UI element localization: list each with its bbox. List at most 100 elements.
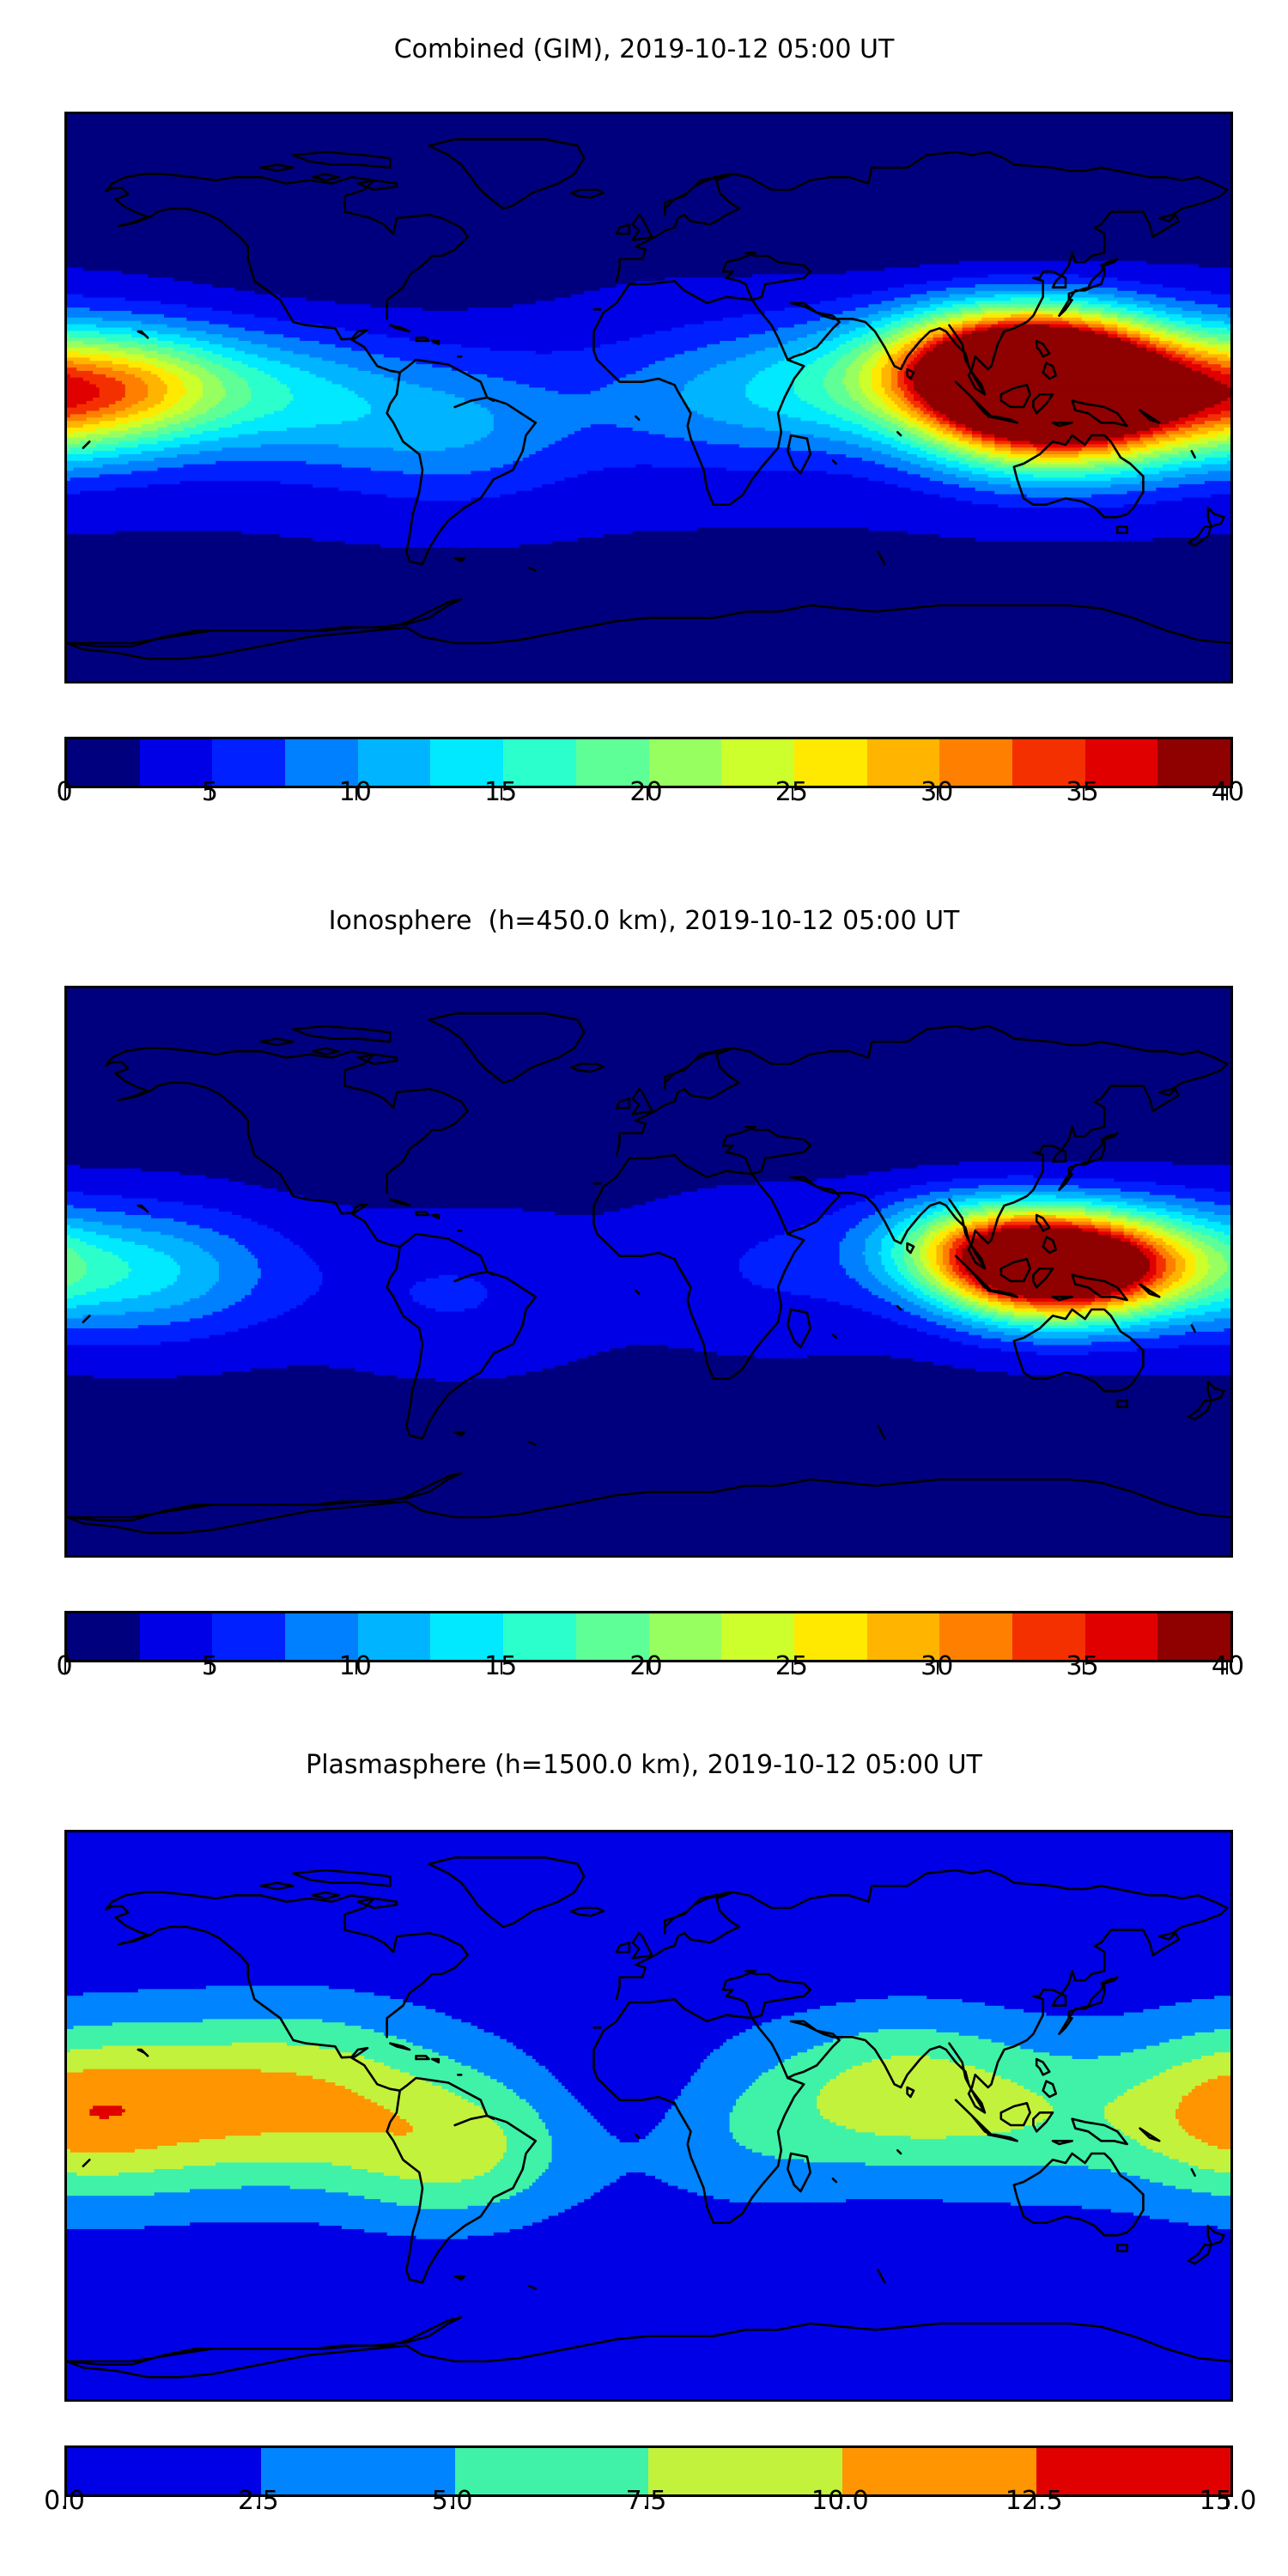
colorbar-band (575, 1613, 649, 1660)
colorbar-tick-labels: 0 5 10 15 20 25 30 35 40 (56, 776, 1244, 814)
colorbar-tick (840, 2497, 842, 2509)
colorbar-band (939, 739, 1012, 786)
colorbar-tick (646, 788, 648, 800)
colorbar-band (1157, 1613, 1230, 1660)
colorbar-band (721, 739, 794, 786)
colorbar-tick (1226, 788, 1228, 800)
colorbar-band (575, 739, 649, 786)
colorbar-band (285, 739, 358, 786)
map-canvas (67, 114, 1230, 681)
colorbar-plasmasphere-1500km[interactable]: 0.0 2.5 5.0 7.5 10.0 12.5 15.0 (44, 2445, 1256, 2543)
colorbar-tick-label: 7.5 (625, 2486, 667, 2516)
colorbar-tick (64, 2497, 66, 2509)
colorbar-gradient (64, 1611, 1233, 1662)
colorbar-ticks (64, 788, 1228, 800)
colorbar-tick-label: 15 (484, 777, 518, 807)
colorbar-tick (646, 2497, 648, 2509)
coastline-overlay (67, 138, 1230, 660)
colorbar-band (842, 2448, 1037, 2494)
colorbar-tick-label: 30 (920, 1651, 954, 1681)
colorbar-tick (1034, 2497, 1036, 2509)
colorbar-band (67, 739, 140, 786)
colorbar-band (1084, 1613, 1158, 1660)
colorbar-tick (646, 1662, 648, 1674)
colorbar-tick (258, 2497, 260, 2509)
colorbar-tick-label: 12.5 (1005, 2486, 1063, 2516)
colorbar-tick (501, 1662, 503, 1674)
colorbar-tick-label: 15.0 (1199, 2486, 1257, 2516)
colorbar-ionosphere-450km[interactable]: 0 5 10 15 20 25 30 35 40 (56, 1611, 1244, 1709)
colorbar-band (454, 2448, 649, 2494)
contour-fill (67, 114, 1230, 681)
colorbar-tick-label: 10 (338, 777, 372, 807)
contour-fill (67, 988, 1230, 1555)
panel-title-combined-gim: Combined (GIM), 2019-10-12 05:00 UT (393, 34, 895, 64)
colorbar-band (721, 1613, 794, 1660)
colorbar-tick (791, 788, 793, 800)
colorbar-tick-label: 25 (775, 1651, 808, 1681)
colorbar-tick-label: 0 (56, 777, 73, 807)
colorbar-band (648, 2448, 843, 2494)
colorbar-combined-gim[interactable]: 0 5 10 15 20 25 30 35 40 (56, 737, 1244, 835)
colorbar-band (648, 1613, 722, 1660)
map-ionosphere-450km[interactable] (64, 986, 1233, 1558)
colorbar-tick (1226, 1662, 1228, 1674)
colorbar-tick-label: 5.0 (431, 2486, 473, 2516)
colorbar-tick-label: 35 (1066, 777, 1099, 807)
map-plasmasphere-1500km[interactable] (64, 1830, 1233, 2402)
map-canvas (67, 1832, 1230, 2399)
colorbar-band (212, 739, 286, 786)
colorbar-band (648, 739, 722, 786)
colorbar-tick (452, 2497, 454, 2509)
colorbar-tick-label: 15 (484, 1651, 518, 1681)
colorbar-tick-label: 25 (775, 777, 808, 807)
colorbar-band (1036, 2448, 1230, 2494)
colorbar-gradient (64, 737, 1233, 788)
colorbar-band (260, 2448, 455, 2494)
colorbar-tick-label: 40 (1211, 777, 1245, 807)
colorbar-tick-label: 20 (629, 777, 663, 807)
coastline-overlay (67, 1856, 1230, 2379)
colorbar-tick (1082, 788, 1084, 800)
colorbar-band (866, 1613, 940, 1660)
colorbar-ticks (64, 1662, 1228, 1674)
colorbar-tick (1226, 2497, 1228, 2509)
colorbar-tick (937, 1662, 939, 1674)
colorbar-band (67, 1613, 140, 1660)
colorbar-band (139, 1613, 213, 1660)
colorbar-tick (210, 788, 212, 800)
colorbar-tick-label: 0.0 (44, 2486, 85, 2516)
panel-title-plasmasphere-1500km: Plasmasphere (h=1500.0 km), 2019-10-12 0… (306, 1750, 982, 1780)
colorbar-ticks (64, 2497, 1228, 2509)
colorbar-tick-labels: 0.0 2.5 5.0 7.5 10.0 12.5 15.0 (44, 2485, 1256, 2523)
colorbar-band (67, 2448, 261, 2494)
colorbar-band (793, 1613, 867, 1660)
colorbar-tick (64, 788, 66, 800)
map-combined-gim[interactable] (64, 112, 1233, 683)
colorbar-tick-label: 20 (629, 1651, 663, 1681)
colorbar-tick-label: 40 (1211, 1651, 1245, 1681)
colorbar-tick-label: 35 (1066, 1651, 1099, 1681)
colorbar-tick-label: 5 (201, 777, 218, 807)
map-canvas (67, 988, 1230, 1555)
colorbar-band (357, 739, 431, 786)
colorbar-band (1157, 739, 1230, 786)
colorbar-band (430, 1613, 504, 1660)
colorbar-band (939, 1613, 1012, 1660)
colorbar-tick (791, 1662, 793, 1674)
colorbar-tick-label: 0 (56, 1651, 73, 1681)
colorbar-band (357, 1613, 431, 1660)
colorbar-tick (64, 1662, 66, 1674)
colorbar-band (430, 739, 504, 786)
colorbar-tick-label: 10.0 (811, 2486, 869, 2516)
colorbar-tick-labels: 0 5 10 15 20 25 30 35 40 (56, 1650, 1244, 1688)
colorbar-band (1084, 739, 1158, 786)
colorbar-band (503, 739, 576, 786)
colorbar-band (793, 739, 867, 786)
colorbar-tick (355, 1662, 357, 1674)
colorbar-tick (210, 1662, 212, 1674)
colorbar-tick-label: 30 (920, 777, 954, 807)
colorbar-tick (937, 788, 939, 800)
colorbar-gradient (64, 2445, 1233, 2497)
